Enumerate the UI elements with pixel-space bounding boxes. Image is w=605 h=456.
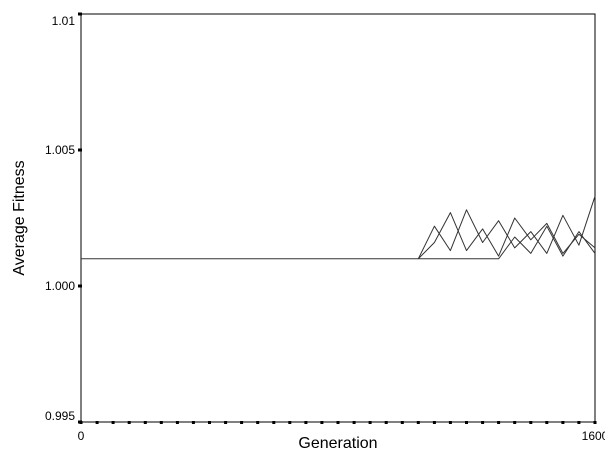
series-layer bbox=[81, 196, 596, 260]
x-minor-tick bbox=[336, 421, 340, 424]
labels-layer: Generation Average Fitness bbox=[11, 160, 378, 452]
y-tick-label-1.000: 1.000 bbox=[45, 279, 75, 293]
x-minor-tick bbox=[561, 421, 565, 424]
x-tick-label-0: 0 bbox=[78, 429, 85, 443]
x-minor-tick bbox=[95, 421, 99, 424]
series-line-1 bbox=[81, 225, 596, 260]
x-minor-tick bbox=[513, 421, 517, 424]
x-tick-label-1600: 1600 bbox=[582, 429, 605, 443]
x-minor-tick bbox=[400, 421, 404, 424]
x-minor-tick bbox=[416, 421, 420, 424]
x-minor-tick bbox=[143, 421, 147, 424]
x-minor-tick bbox=[320, 421, 324, 424]
y-tick-mark bbox=[78, 148, 82, 152]
x-minor-tick bbox=[352, 421, 356, 424]
plot-frame bbox=[80, 13, 596, 423]
x-minor-tick bbox=[384, 421, 388, 424]
series-line-2 bbox=[417, 196, 596, 260]
x-axis-label: Generation bbox=[298, 435, 377, 452]
plot-area bbox=[80, 13, 596, 423]
x-minor-tick bbox=[240, 421, 244, 424]
x-minor-tick bbox=[481, 421, 485, 424]
x-minor-tick bbox=[159, 421, 163, 424]
x-minor-tick bbox=[577, 421, 581, 424]
x-minor-tick bbox=[529, 421, 533, 424]
x-minor-tick bbox=[272, 421, 276, 424]
x-minor-tick bbox=[368, 421, 372, 424]
ticks-layer: 0 1600 1.01 1.005 1.000 0.995 bbox=[45, 12, 605, 443]
x-minor-tick bbox=[111, 421, 115, 424]
x-minor-tick bbox=[288, 421, 292, 424]
x-minor-tick bbox=[465, 421, 468, 424]
x-minor-tick bbox=[497, 421, 501, 424]
y-tick-mark bbox=[78, 284, 82, 288]
x-minor-tick bbox=[545, 421, 549, 424]
series-line-3 bbox=[417, 212, 596, 260]
x-minor-tick bbox=[127, 421, 131, 424]
y-axis-label: Average Fitness bbox=[11, 160, 28, 275]
y-tick-label-1.01: 1.01 bbox=[52, 14, 76, 28]
y-tick-label-0.995: 0.995 bbox=[45, 409, 75, 423]
x-minor-tick bbox=[432, 421, 436, 424]
x-minor-tick bbox=[448, 421, 452, 424]
x-minor-tick bbox=[224, 421, 228, 424]
x-minor-tick bbox=[593, 421, 597, 424]
y-tick-mark bbox=[78, 420, 82, 424]
x-minor-tick bbox=[208, 421, 211, 424]
x-minor-tick bbox=[256, 421, 260, 424]
x-minor-tick bbox=[175, 421, 179, 424]
x-minor-tick bbox=[304, 421, 308, 424]
x-minor-tick bbox=[191, 421, 195, 424]
y-tick-mark bbox=[78, 12, 82, 16]
y-tick-label-1.005: 1.005 bbox=[45, 143, 75, 157]
